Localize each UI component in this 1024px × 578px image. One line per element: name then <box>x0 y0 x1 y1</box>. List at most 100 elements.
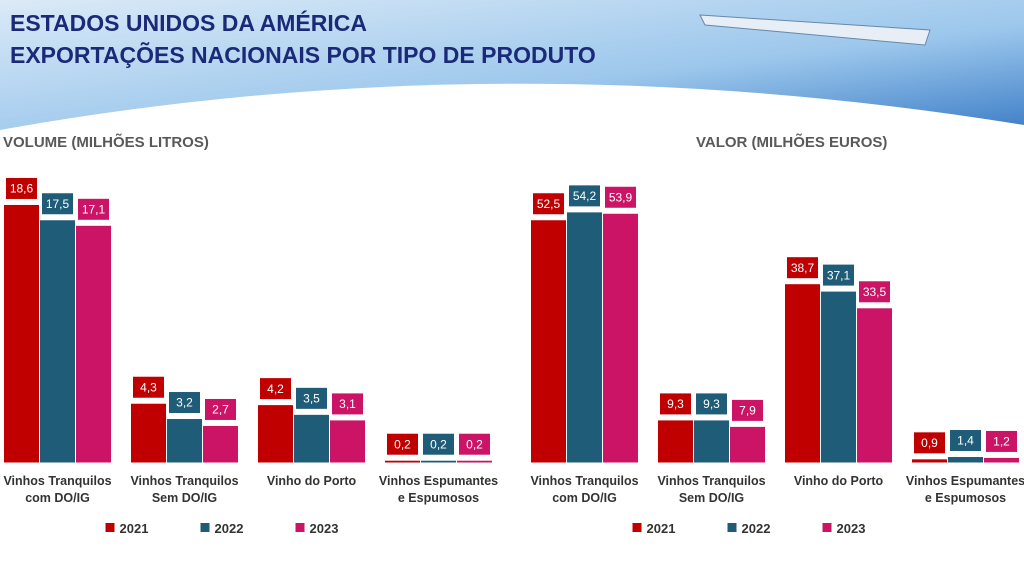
bar <box>257 404 294 464</box>
bar <box>820 290 857 464</box>
data-label-box <box>786 256 819 280</box>
data-label-box <box>5 176 38 200</box>
data-label-box <box>295 386 328 410</box>
bar <box>947 456 984 464</box>
legend-swatch <box>295 523 305 532</box>
data-label-box <box>532 192 565 216</box>
data-label-box <box>259 377 292 401</box>
data-label: 2,7 <box>212 403 229 417</box>
bar <box>729 425 766 464</box>
legend-swatch <box>632 523 642 532</box>
bar <box>657 419 694 464</box>
data-label-box <box>604 185 637 209</box>
data-label-box <box>331 392 364 416</box>
bar <box>693 419 730 464</box>
legend-label: 2022 <box>214 521 244 536</box>
bar <box>530 219 567 464</box>
data-label: 17,5 <box>46 197 70 211</box>
data-label: 9,3 <box>667 397 684 411</box>
x-tick-label: Vinho do Porto <box>266 474 357 488</box>
legend-label: 2021 <box>119 521 149 536</box>
bar <box>293 413 330 464</box>
legend-label: 2021 <box>646 521 676 536</box>
data-label: 17,1 <box>82 202 106 216</box>
data-label-box <box>731 398 764 422</box>
bar <box>856 307 893 464</box>
data-label: 3,2 <box>176 396 193 410</box>
data-label: 0,2 <box>394 437 411 451</box>
data-label-box <box>422 432 455 456</box>
subtitle: EXPORTAÇÕES NACIONAIS POR TIPO DE PRODUT… <box>10 42 596 68</box>
bar <box>456 459 493 464</box>
data-label-box <box>695 392 728 416</box>
legend-swatch <box>727 523 737 532</box>
chart-title: VOLUME (MILHÕES LITROS) <box>3 134 209 151</box>
x-tick-label: Vinhos Tranquilos com DO/IG <box>3 474 112 505</box>
bar <box>911 458 948 464</box>
data-label: 33,5 <box>863 285 887 299</box>
data-label: 1,2 <box>993 435 1010 449</box>
data-label-box <box>168 391 201 415</box>
data-label-box <box>949 429 982 453</box>
data-label-box <box>458 432 491 456</box>
data-label-box <box>386 432 419 456</box>
bar <box>166 418 203 464</box>
bar <box>566 211 603 464</box>
data-label-box <box>659 392 692 416</box>
title: ESTADOS UNIDOS DA AMÉRICA <box>10 10 367 36</box>
bar <box>784 283 821 464</box>
bar <box>130 402 167 464</box>
legend-label: 2022 <box>741 521 771 536</box>
x-tick-label: Vinhos Tranquilos Sem DO/IG <box>657 474 766 505</box>
data-label-box <box>985 429 1018 453</box>
x-tick-label: Vinhos Espumantes e Espumosos <box>905 474 1024 505</box>
legend-label: 2023 <box>309 521 339 536</box>
data-label: 0,9 <box>921 436 938 450</box>
data-label-box <box>77 197 110 221</box>
data-label: 4,2 <box>267 382 284 396</box>
data-label-box <box>41 192 74 216</box>
data-label-box <box>858 280 891 304</box>
bar <box>75 224 112 464</box>
data-label: 3,5 <box>303 392 320 406</box>
data-label: 4,3 <box>140 380 157 394</box>
data-label: 3,1 <box>339 397 356 411</box>
data-label: 54,2 <box>573 189 597 203</box>
data-label: 0,2 <box>430 437 447 451</box>
bar <box>202 424 239 464</box>
data-label: 53,9 <box>609 190 633 204</box>
bar <box>39 219 76 464</box>
data-label: 1,4 <box>957 434 974 448</box>
legend-swatch <box>822 523 832 532</box>
data-label-box <box>822 263 855 287</box>
x-tick-label: Vinho do Porto <box>793 474 884 488</box>
x-tick-label: Vinhos Espumantes e Espumosos <box>378 474 499 505</box>
data-label: 38,7 <box>791 261 815 275</box>
bar <box>420 459 457 464</box>
bar <box>329 419 366 464</box>
data-label: 37,1 <box>827 268 851 282</box>
bar <box>602 212 639 464</box>
legend-label: 2023 <box>836 521 866 536</box>
data-label: 9,3 <box>703 397 720 411</box>
data-label-box <box>913 431 946 455</box>
data-label-box <box>204 397 237 421</box>
data-label: 18,6 <box>10 182 34 196</box>
bar <box>983 456 1020 464</box>
data-label-box <box>132 375 165 399</box>
data-label: 52,5 <box>537 197 561 211</box>
data-label: 7,9 <box>739 404 756 418</box>
x-tick-label: Vinhos Tranquilos com DO/IG <box>530 474 639 505</box>
data-label: 0,2 <box>466 437 483 451</box>
chart-title: VALOR (MILHÕES EUROS) <box>696 134 888 151</box>
legend-swatch <box>200 523 210 532</box>
x-tick-label: Vinhos Tranquilos Sem DO/IG <box>130 474 239 505</box>
legend-swatch <box>105 523 115 532</box>
header-arc <box>0 83 1024 578</box>
plane-icon <box>699 14 931 46</box>
data-label-box <box>568 184 601 208</box>
bar <box>384 459 421 464</box>
bar <box>3 203 40 464</box>
